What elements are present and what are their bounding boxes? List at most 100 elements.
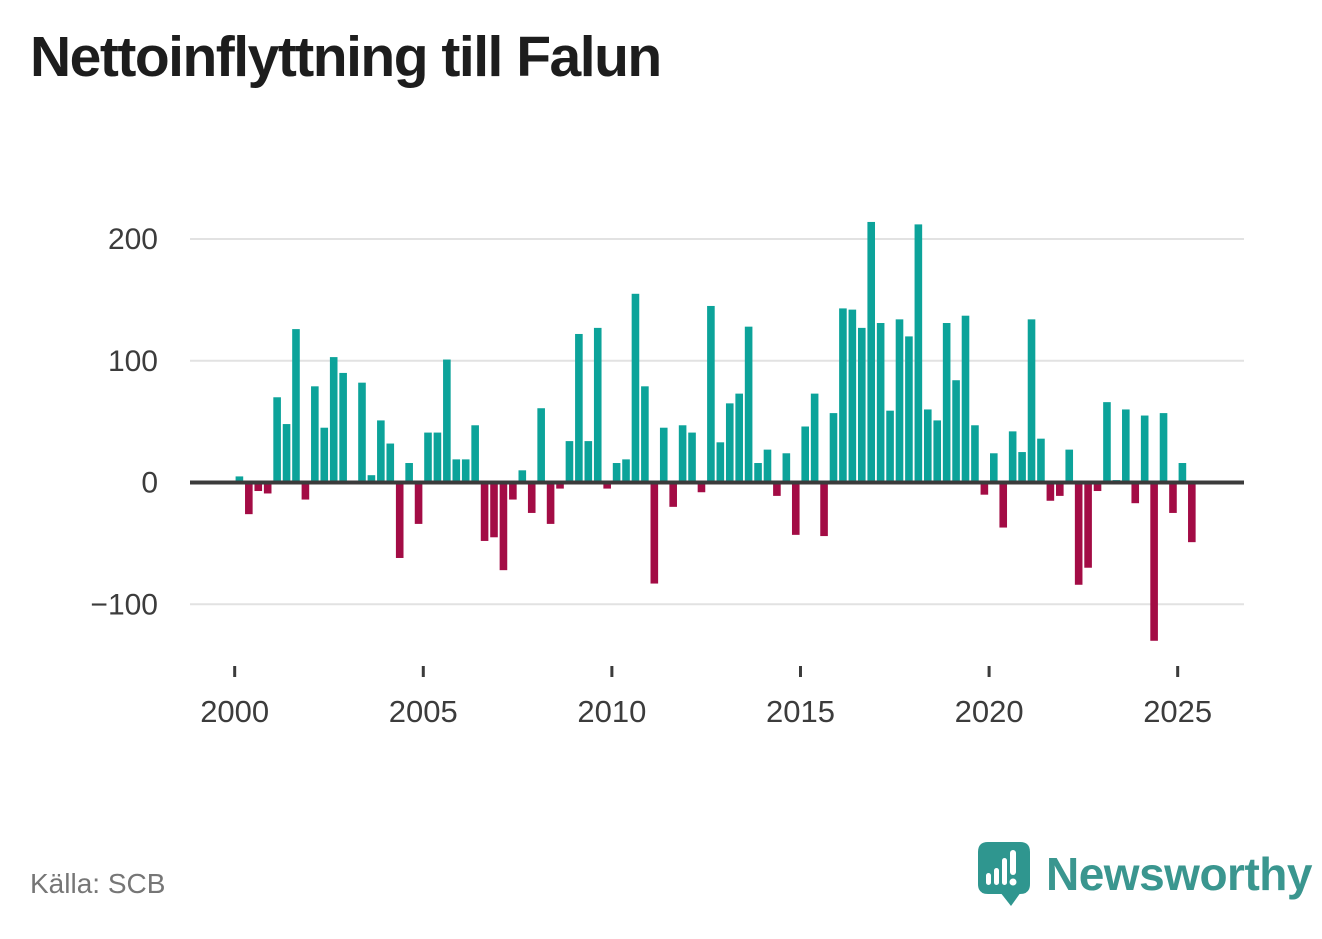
bar-2016-q4: [867, 221, 876, 483]
axis-labels: 2000 2005 2010 2015 2020 2025 200 100 0 −100: [90, 223, 1212, 729]
bar-2001-q2: [282, 424, 291, 483]
axes: [190, 480, 1244, 677]
bar-2017-q4: [905, 336, 913, 483]
bar-2015-q4: [829, 413, 838, 483]
bar-2024-q2: [1150, 482, 1158, 641]
bar-2004-q2: [395, 482, 404, 558]
bar-2021-q4: [1056, 482, 1064, 496]
bar-2015-q3: [820, 482, 828, 537]
bar-2014-q3: [782, 453, 791, 483]
bar-2012-q3: [707, 305, 715, 483]
bar-2000-q4: [263, 482, 272, 494]
y-tick-label-100: 100: [108, 345, 158, 378]
bar-2023-q1: [1103, 402, 1111, 483]
bar-2012-q1: [688, 432, 696, 483]
bar-2019-q1: [952, 380, 960, 483]
bar-2008-q4: [565, 441, 574, 483]
chart-title: Nettoinflyttning till Falun: [30, 25, 662, 89]
speech-bubble-tail: [1000, 892, 1021, 906]
bar-2017-q2: [886, 410, 894, 483]
bar-2003-q4: [377, 420, 385, 483]
gridlines: [190, 238, 1244, 606]
newsworthy-icon: [978, 842, 1030, 906]
source-note: Källa: SCB: [30, 868, 166, 899]
bar-2002-q4: [339, 372, 347, 483]
bar-2001-q4: [301, 482, 310, 500]
bar-2002-q2: [320, 427, 329, 483]
bar-2007-q2: [509, 482, 517, 500]
bar-2014-q4: [791, 482, 800, 535]
bar-2005-q3: [443, 359, 451, 483]
bar-2007-q1: [499, 482, 508, 571]
bar-2022-q1: [1065, 449, 1074, 483]
logo-bar-medium: [994, 868, 999, 885]
bar-2010-q1: [612, 463, 621, 483]
bar-2004-q3: [405, 463, 413, 483]
bar-2020-q1: [990, 453, 998, 483]
logo-bar-small: [986, 873, 991, 885]
x-tick-label-2000: 2000: [200, 694, 269, 729]
bar-2013-q4: [754, 463, 762, 483]
bar-2003-q3: [367, 475, 376, 483]
bar-2004-q1: [386, 443, 395, 483]
bar-2019-q4: [980, 482, 989, 495]
bar-2021-q2: [1037, 438, 1045, 483]
bar-2006-q4: [490, 482, 498, 538]
bar-2018-q2: [923, 409, 932, 483]
bar-2011-q3: [669, 482, 677, 507]
y-tick-label--100: −100: [90, 588, 158, 621]
bar-2001-q1: [273, 397, 281, 483]
bar-2008-q1: [537, 408, 545, 483]
bar-2009-q1: [575, 333, 583, 483]
bar-2015-q2: [810, 393, 819, 483]
bar-2006-q1: [461, 459, 470, 483]
logo-bar-large: [1002, 858, 1007, 885]
bar-2018-q4: [942, 323, 951, 483]
bar-2017-q1: [876, 323, 885, 483]
bar-2021-q1: [1027, 319, 1036, 483]
x-tick-label-2010: 2010: [577, 694, 646, 729]
bar-2009-q2: [584, 441, 593, 483]
bar-2009-q4: [603, 482, 611, 489]
logo-exclamation-dot: [1009, 878, 1017, 886]
bar-2012-q4: [716, 442, 725, 483]
x-tick-label-2015: 2015: [766, 694, 835, 729]
logo-exclamation-bar: [1010, 850, 1016, 875]
bar-2007-q4: [527, 482, 536, 513]
x-tick-label-2005: 2005: [389, 694, 458, 729]
bar-2016-q3: [857, 327, 866, 483]
y-tick-label-0: 0: [141, 467, 158, 500]
bar-2025-q2: [1188, 482, 1196, 543]
bar-2008-q3: [556, 482, 564, 489]
bar-2006-q3: [480, 482, 489, 541]
bar-2009-q3: [593, 327, 602, 483]
bar-2018-q3: [933, 420, 942, 483]
bar-2025-q1: [1178, 463, 1187, 483]
bar-2000-q2: [245, 482, 253, 515]
bar-2018-q1: [914, 224, 923, 483]
newsworthy-logo: Newsworthy: [978, 842, 1312, 908]
bar-2010-q3: [631, 293, 640, 483]
bar-2000-q1: [235, 476, 244, 483]
bar-2023-q4: [1131, 482, 1140, 504]
bar-2008-q2: [546, 482, 555, 524]
bar-2021-q3: [1046, 482, 1055, 501]
bar-2006-q2: [471, 425, 479, 483]
bar-2014-q2: [773, 482, 781, 496]
bar-2012-q2: [697, 482, 706, 493]
bar-2016-q1: [839, 308, 847, 483]
bar-2013-q3: [744, 326, 753, 483]
bar-2024-q1: [1140, 415, 1149, 483]
bar-2007-q3: [518, 470, 527, 483]
bar-2020-q2: [999, 482, 1008, 528]
bar-2022-q2: [1074, 482, 1083, 585]
bar-2004-q4: [414, 482, 423, 524]
bar-2005-q2: [433, 432, 442, 483]
bar-2022-q3: [1084, 482, 1092, 568]
bar-2011-q1: [650, 482, 659, 584]
bar-2019-q2: [961, 315, 970, 483]
bar-2010-q2: [622, 459, 630, 483]
bar-2011-q4: [678, 425, 687, 483]
bar-2016-q2: [848, 309, 857, 483]
